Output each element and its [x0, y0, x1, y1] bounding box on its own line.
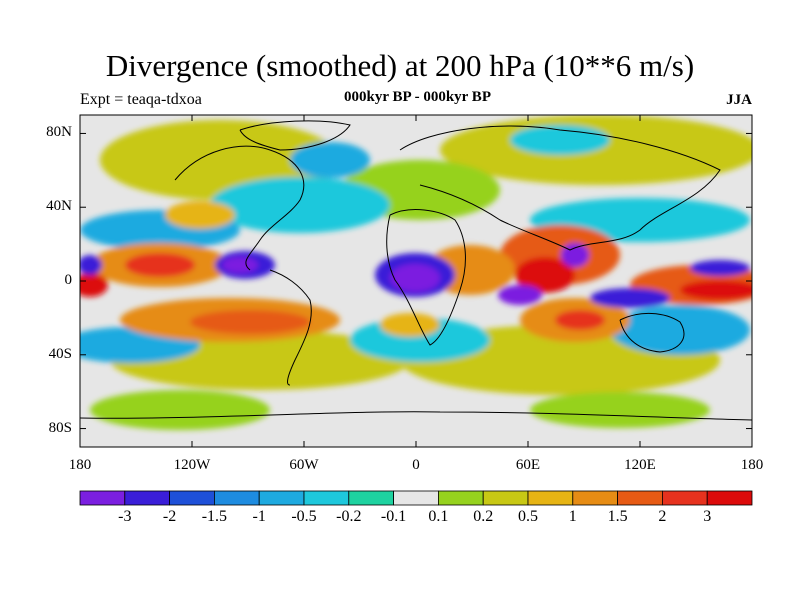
colorbar-swatch — [572, 490, 618, 506]
lon-label: 60W — [289, 457, 319, 473]
field-region — [90, 390, 270, 430]
field-region — [680, 280, 752, 300]
colorbar-label: -1.5 — [201, 508, 228, 525]
colorbar-swatch — [393, 490, 439, 506]
colorbar-label: -3 — [118, 508, 132, 525]
coastline-africa — [386, 209, 466, 346]
colorbar-label: -2 — [162, 508, 177, 525]
colorbar-label: 1.5 — [607, 508, 628, 525]
colorbar-label: 3 — [703, 508, 712, 525]
coastline-greenland — [239, 120, 351, 151]
colorbar-swatch — [527, 490, 574, 506]
field-region — [290, 142, 370, 178]
field-layer — [80, 115, 752, 447]
field-region — [80, 273, 108, 297]
map-subtitle: 000kyr BP - 000kyr BP — [344, 89, 491, 105]
coastline-eurasia — [399, 125, 721, 251]
lon-label: 60E — [515, 457, 541, 473]
coastline-antarctica — [80, 411, 752, 421]
field-region — [561, 243, 589, 267]
field-region — [165, 201, 235, 229]
colorbar-swatch — [124, 490, 171, 506]
colorbar-label: -0.5 — [291, 508, 317, 525]
coastlines — [80, 120, 752, 421]
lon-ticks — [79, 115, 753, 447]
field-region — [210, 177, 390, 233]
lon-label: 0 — [412, 457, 420, 473]
map-title: Divergence (smoothed) at 200 hPa (10**6 … — [105, 48, 695, 83]
lon-label: 180 — [740, 457, 764, 473]
colorbar-swatch — [706, 490, 753, 506]
colorbar-label: 1 — [568, 508, 577, 525]
field-region — [190, 310, 310, 334]
lat-label: 80N — [46, 124, 72, 141]
lat-label: 0 — [64, 272, 73, 288]
field-region — [390, 264, 440, 292]
coastline-north-america — [174, 145, 305, 271]
experiment-label: Expt = teaqa-tdxoa — [80, 91, 202, 108]
colorbar-label: -1 — [252, 508, 266, 525]
field-region — [690, 260, 750, 276]
colorbar-label: 0.5 — [518, 508, 538, 525]
colorbar-swatch — [482, 490, 529, 506]
lat-ticks — [80, 132, 752, 430]
colorbar-label: 0.2 — [473, 508, 494, 525]
colorbar-swatch — [213, 490, 260, 506]
colorbar-swatch — [662, 490, 708, 506]
colorbar-label: -0.2 — [336, 508, 362, 525]
colorbar-swatch — [169, 490, 215, 506]
colorbar-label: 2 — [658, 508, 667, 525]
colorbar-label: -0.1 — [380, 508, 407, 525]
colorbar-swatch — [303, 490, 350, 506]
colorbar-swatch — [79, 490, 126, 506]
field-region — [530, 392, 710, 428]
colorbar-swatch — [617, 490, 663, 506]
lon-label: 120W — [173, 457, 211, 473]
field-region — [125, 253, 195, 277]
lon-label: 180 — [68, 457, 92, 473]
lat-label: 40S — [48, 345, 72, 362]
field-region — [80, 255, 102, 275]
colorbar-swatch — [437, 490, 484, 506]
coastline-south-america — [269, 269, 312, 386]
field-region — [590, 288, 670, 308]
field-region — [380, 313, 440, 337]
lat-label: 40N — [46, 198, 72, 215]
field-region — [222, 257, 258, 273]
colorbar — [79, 490, 753, 506]
lon-label: 120E — [624, 457, 656, 473]
field-region — [555, 310, 605, 330]
field-region — [610, 305, 750, 355]
colorbar-swatch — [348, 490, 394, 506]
colorbar-swatch — [258, 490, 305, 506]
colorbar-label: 0.1 — [428, 508, 449, 525]
lat-label: 80S — [48, 419, 72, 436]
field-region — [515, 257, 575, 293]
season-label: JJA — [726, 92, 752, 108]
field-region — [498, 285, 542, 305]
coastline-australia — [619, 312, 685, 353]
